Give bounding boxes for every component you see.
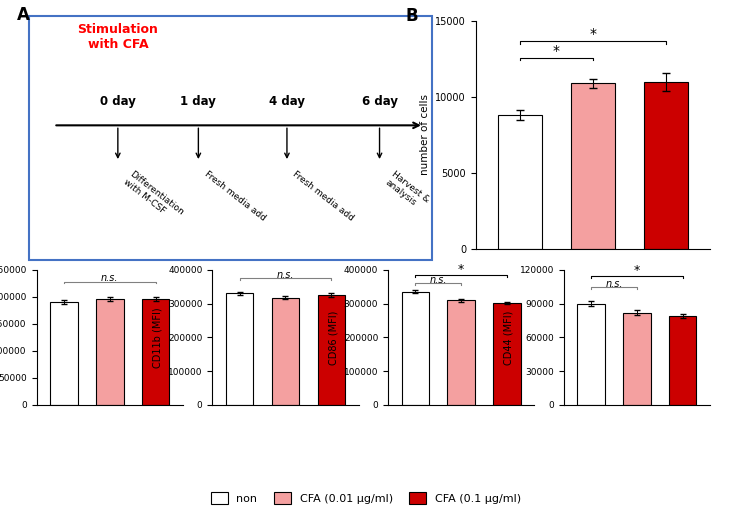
Text: n.s.: n.s. xyxy=(101,273,119,283)
Text: *: * xyxy=(553,44,560,58)
Y-axis label: CD86 (MFI): CD86 (MFI) xyxy=(328,310,338,364)
Bar xyxy=(498,115,542,249)
Text: *: * xyxy=(589,27,597,41)
Bar xyxy=(402,292,429,405)
Text: 1 day: 1 day xyxy=(180,95,217,108)
Legend: non, CFA (0.01 μg/ml), CFA (0.1 μg/ml): non, CFA (0.01 μg/ml), CFA (0.1 μg/ml) xyxy=(206,488,526,508)
Text: n.s.: n.s. xyxy=(277,269,294,280)
Bar xyxy=(142,299,169,405)
Text: Fresh media add: Fresh media add xyxy=(291,169,356,223)
Text: 6 day: 6 day xyxy=(362,95,397,108)
Text: 4 day: 4 day xyxy=(269,95,305,108)
Text: 0 day: 0 day xyxy=(100,95,136,108)
Bar xyxy=(51,302,78,405)
Text: Harvest &
analysis: Harvest & analysis xyxy=(384,169,431,212)
Bar xyxy=(623,312,651,405)
Text: Stimulation
with CFA: Stimulation with CFA xyxy=(78,23,158,51)
Bar xyxy=(578,304,605,405)
Bar xyxy=(318,295,345,405)
Text: A: A xyxy=(18,6,30,24)
Y-axis label: CD11b (MFI): CD11b (MFI) xyxy=(152,307,163,367)
Text: n.s.: n.s. xyxy=(605,279,623,289)
Bar xyxy=(96,299,124,405)
Text: n.s.: n.s. xyxy=(430,275,447,284)
Text: Differentiation
with M-CSF: Differentiation with M-CSF xyxy=(122,169,186,225)
Bar xyxy=(226,293,253,405)
Bar xyxy=(272,297,299,405)
Y-axis label: CD44 (MFI): CD44 (MFI) xyxy=(504,310,514,364)
Bar xyxy=(447,300,475,405)
Text: *: * xyxy=(634,264,640,277)
Text: *: * xyxy=(458,263,464,276)
Bar xyxy=(493,303,520,405)
Text: B: B xyxy=(406,7,418,25)
Bar xyxy=(571,83,615,249)
Text: Fresh media add: Fresh media add xyxy=(202,169,267,223)
Bar xyxy=(669,316,696,405)
Bar xyxy=(644,81,688,249)
Y-axis label: number of cells: number of cells xyxy=(419,94,430,175)
